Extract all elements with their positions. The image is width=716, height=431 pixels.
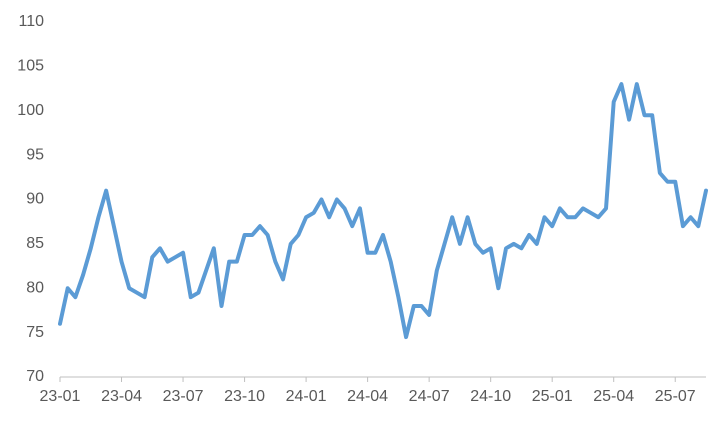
y-tick-label: 100 [17, 102, 44, 119]
x-tick-label: 23-01 [40, 388, 81, 405]
x-tick-label: 25-01 [532, 388, 573, 405]
x-tick-label: 25-07 [655, 388, 696, 405]
x-tick-label: 24-07 [409, 388, 450, 405]
y-tick-label: 70 [26, 368, 44, 385]
x-tick-label: 24-04 [347, 388, 388, 405]
x-tick-label: 25-04 [593, 388, 634, 405]
y-tick-label: 80 [26, 279, 44, 296]
x-tick-label: 23-10 [224, 388, 265, 405]
x-tick-label: 24-10 [470, 388, 511, 405]
y-tick-label: 110 [18, 13, 44, 30]
x-tick-label: 23-04 [101, 388, 142, 405]
x-tick-label: 24-01 [286, 388, 327, 405]
line-series [58, 82, 708, 340]
y-tick-label: 105 [17, 58, 44, 75]
y-tick-label: 90 [26, 191, 44, 208]
y-tick-label: 95 [26, 146, 44, 163]
x-tick-label: 23-07 [163, 388, 204, 405]
y-tick-label: 75 [26, 324, 44, 341]
y-tick-label: 85 [26, 235, 44, 252]
